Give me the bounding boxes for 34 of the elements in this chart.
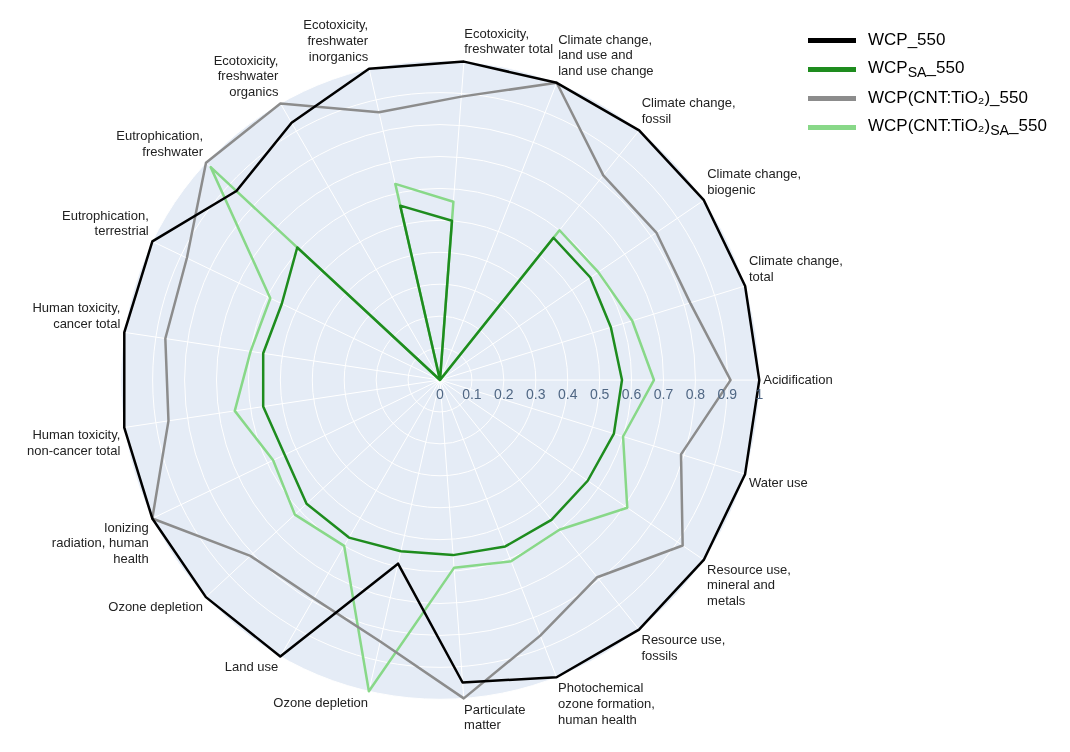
- spoke-label: Resource use, mineral and metals: [707, 561, 791, 608]
- spoke-label: Human toxicity, cancer total: [32, 299, 121, 331]
- spoke-label: Ozone depletion: [108, 599, 203, 615]
- legend-label: WCP$_{SA}$_550: [868, 58, 965, 81]
- legend-label: WCP_550: [868, 30, 946, 50]
- y-tick-label: 0.7: [653, 385, 674, 402]
- spoke-label: Ionizing radiation, human health: [51, 519, 149, 566]
- y-tick-label: 0.3: [526, 385, 546, 402]
- legend-label: WCP(CNT:TiO₂)_550: [868, 88, 1028, 109]
- spoke-label: Eutrophication, freshwater: [116, 128, 204, 159]
- spoke-label: Water use: [748, 474, 808, 490]
- spoke-label: Resource use, fossils: [641, 632, 726, 663]
- y-tick-label: 0.4: [557, 385, 578, 402]
- y-tick-label: 0: [436, 385, 445, 402]
- spoke-label: Land use: [224, 659, 279, 675]
- y-tick-label: 0.8: [685, 385, 706, 402]
- spoke-label: Climate change, fossil: [641, 95, 736, 127]
- spoke-label: Climate change, total: [748, 252, 843, 284]
- spoke-label: Climate change, land use and land use change: [558, 31, 654, 78]
- spoke-label: Photochemical ozone formation, human health: [558, 680, 655, 727]
- spoke-label: Ecotoxicity, freshwater total: [464, 25, 554, 57]
- y-tick-label: 0.5: [589, 385, 610, 402]
- y-tick-label: 0.6: [621, 385, 642, 402]
- spoke-label: Particulate matter: [464, 701, 526, 733]
- spoke-label: Ozone depletion: [273, 694, 368, 710]
- spoke-label: Ecotoxicity, freshwater organics: [213, 52, 280, 99]
- spoke-label: Human toxicity, non-cancer total: [27, 427, 121, 459]
- y-tick-label: 0.1: [462, 385, 482, 402]
- spoke-label: Ecotoxicity, freshwater inorganics: [303, 17, 369, 64]
- spoke-label: Acidification: [763, 371, 833, 387]
- spoke-label: Climate change, biogenic: [707, 166, 802, 197]
- spoke-label: Eutrophication, terrestrial: [62, 207, 149, 239]
- legend-label: WCP(CNT:TiO₂)$_{SA}$_550: [868, 116, 1047, 139]
- y-tick-label: 0.2: [494, 385, 514, 402]
